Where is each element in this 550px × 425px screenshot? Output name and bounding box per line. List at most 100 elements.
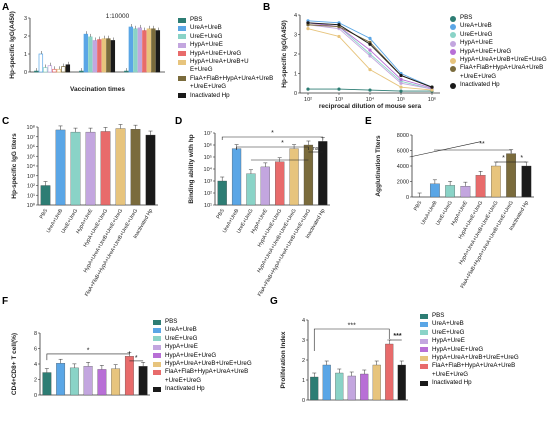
chart-e-bar [445,185,456,198]
chart-a-bar [38,53,44,73]
chart-e-sig-bracket [434,149,512,153]
chart-a-bar [61,66,66,73]
chart-d-ytick-label: 10⁷ [204,130,212,137]
legend-f-label: HypA+UreE [165,343,198,351]
chart-a-bar [83,33,89,73]
legend-a-swatch [178,59,186,65]
chart-c-ytick-label: 10¹ [27,193,35,199]
legend-b-item: FlaA+FlaB+HypA+UreA+UreB +UreE+UreG [450,64,550,81]
chart-a-title: 1:10000 [106,13,130,20]
chart-f-bar [138,366,148,396]
chart-e-ytick-label: 8000 [397,133,409,139]
chart-b-point [399,73,403,78]
chart-b-point [368,68,372,72]
chart-d-ytick-label: 10³ [204,179,212,185]
legend-b-label: Inactivated Hp [460,81,500,89]
chart-f-ytick-label: 0 [34,393,37,399]
legend-b-item: Inactivated Hp [450,81,550,89]
chart-e-ytick-label: 6000 [397,149,409,155]
chart-f-ylabel: CD4+CD8+ T cell(%) [11,333,18,395]
chart-f-bar [111,368,121,396]
chart-b-point [368,54,372,58]
panel-label-f: F [2,296,9,307]
chart-a-bar [88,36,93,73]
chart-f-ytick-label: 6 [34,347,37,353]
chart-b-point [306,87,310,91]
legend-f-swatch [153,336,161,342]
legend-b-label: FlaA+FlaB+HypA+UreA+UreB +UreE+UreG [460,64,544,80]
chart-c-bar [100,131,111,206]
chart-e-bar [429,183,440,198]
chart-b-point [306,27,310,31]
chart-a-ytick-label: 3 [24,16,27,22]
chart-a-bar [110,40,116,73]
chart-b-point [399,81,403,85]
legend-g-swatch [420,363,428,369]
legend-a-item: HypA+UreE [178,41,258,49]
legend-f-label: Inactivated Hp [165,385,205,393]
chart-b-point [337,34,341,39]
legend-f-swatch [153,319,161,325]
legend-f-item: Inactivated Hp [153,385,271,393]
legend-b-label: PBS [460,14,473,21]
legend-f-label: HypA+UreA+UreB+UreE+UreG [165,360,252,368]
chart-c-ytick-label: 10⁰ [27,202,36,209]
chart-c-ytick-label: 10⁸ [27,124,35,131]
legend-f-swatch [153,369,161,375]
chart-d-sig-label: ns [313,146,319,152]
chart-f-bar [69,367,79,396]
chart-e-ylabel: Agglutination Titers [375,135,382,197]
legend-b-item: PBS [450,14,550,22]
chart-a-bar [128,26,134,73]
chart-f-ytick-label: 4 [34,362,37,368]
chart-e-bar [521,165,532,198]
legend-f-label: PBS [165,318,178,325]
chart-g-ytick-label: 4 [302,318,305,324]
chart-b-point [399,85,403,89]
chart-f-sig-label: * [87,347,90,354]
legend-a-swatch [178,76,186,82]
legend-g-swatch [420,313,428,319]
legend-b-item: HypA+UreE+UreG [450,48,550,56]
chart-d-bar [318,141,328,206]
legend-b-marker [450,49,456,56]
panel-label-g: G [270,296,278,307]
chart-b-ytick-label: 3 [294,33,297,39]
chart-c-xtick-label: PBS [39,208,50,220]
chart-b-ytick-label: 0 [294,91,297,97]
legend-g-item: FlaA+FlaB+HypA+UreA+UreB +UreE+UreG [420,362,550,379]
chart-d-xtick-label: PBS [216,208,227,220]
chart-g-ytick-label: 1 [302,378,305,384]
legend-b-item: UreA+UreB [450,22,550,30]
legend-a-label: HypA+UreE [190,41,223,49]
chart-b-point [368,48,372,52]
legend-g-label: HypA+UreE+UreG [432,345,484,353]
chart-c-ytick-label: 10⁵ [27,153,35,160]
legend-a-label: UreA+UreB [190,24,222,32]
legend-f-item: UreA+UreB [153,326,271,334]
chart-a-ylabel: Hp-specific IgG(A450) [9,11,16,79]
chart-d-sig-bracket [236,146,309,150]
legend-a-item: Inactivated Hp [178,92,258,100]
chart-f-sig-label: * [135,355,138,362]
legend-b-marker [450,15,456,22]
chart-a-bar [142,30,147,73]
legend-f-swatch [153,386,161,392]
chart-e-ytick-label: 0 [406,195,409,201]
chart-b-point [306,21,310,25]
legend-g-item: HypA+UreE+UreG [420,346,550,354]
legend-g-swatch [420,321,428,327]
chart-e-bar [506,153,517,198]
chart-e-bar [490,165,501,198]
legend-b-item: HypA+UreE [450,39,550,47]
legend-g-label: Inactivated Hp [432,379,472,387]
legend-b-label: UreA+UreB [460,22,492,30]
legend-f-label: HypA+UreE+UreG [165,351,217,359]
legend-g-swatch [420,330,428,336]
chart-b-point [368,42,372,46]
legend-b-label: UreE+UreG [460,30,493,38]
panel-label-e: E [365,116,372,127]
chart-b-point [430,88,434,92]
panel-label-b: B [263,2,271,13]
legend-a-item: PBS [178,16,258,24]
